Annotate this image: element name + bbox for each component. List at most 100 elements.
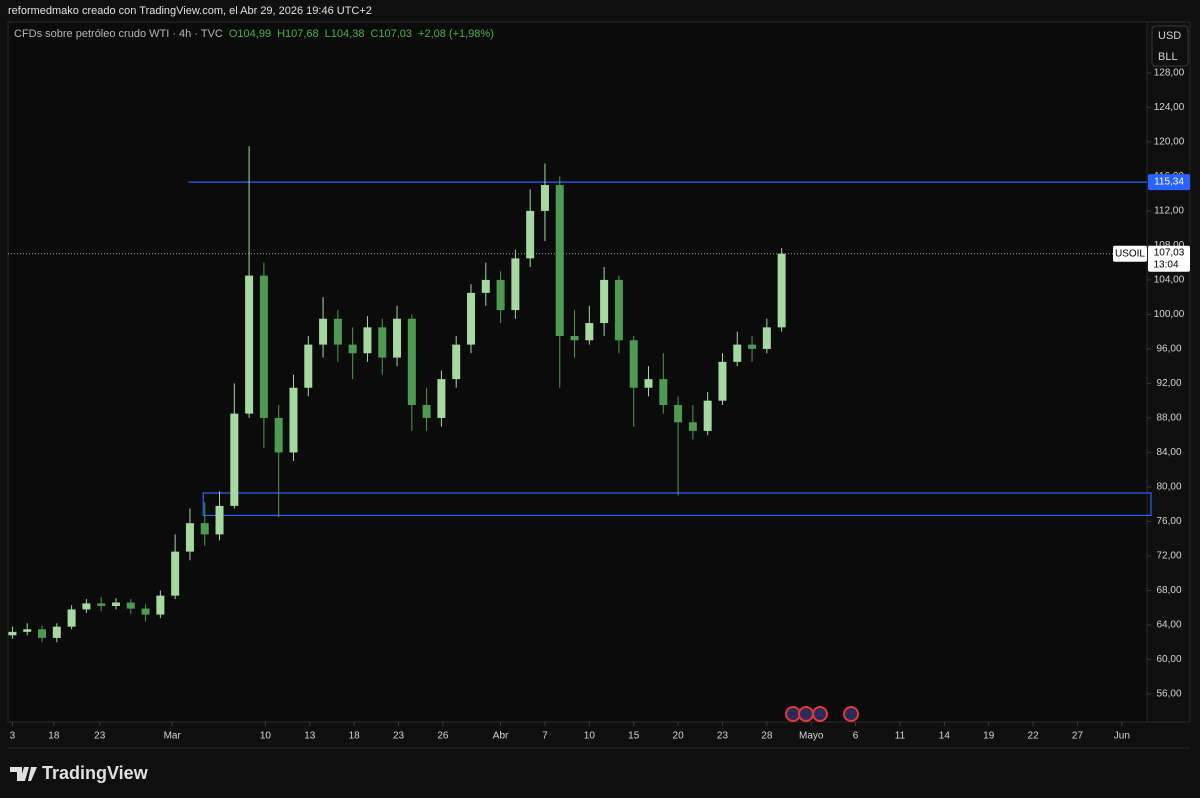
candle-body [481,279,490,293]
candle-body [555,185,564,336]
candle-body [67,609,76,627]
candle-body [452,344,461,380]
candle-body [703,400,712,431]
legend-value: L104,38 [325,28,365,40]
x-tick-label: 10 [584,731,596,742]
candle-body [23,629,32,632]
x-tick-label: 20 [673,731,685,742]
candle-body [126,602,135,609]
brand-icon [10,767,37,781]
x-tick-label: 13 [304,731,316,742]
candle-body [171,551,180,596]
candle-body [8,631,17,636]
event-flag[interactable] [812,706,828,722]
event-flag[interactable] [785,706,801,722]
y-tick-label: 56,00 [1156,689,1181,700]
candle-body [97,603,106,606]
candle-body [733,344,742,362]
candle-body [363,327,372,354]
candle-body [156,595,165,615]
resistance-tag [1148,174,1190,191]
x-tick-label: Jun [1114,731,1130,742]
x-tick-label: 7 [542,731,548,742]
legend-value: +2,08 (+1,98%) [418,28,494,40]
legend: CFDs sobre petróleo crudo WTI · 4h · TVC [14,28,223,40]
candle-body [718,361,727,401]
candle-body [393,318,402,358]
countdown-label: 13:04 [1153,259,1178,270]
y-tick-label: 92,00 [1156,378,1181,389]
event-flag[interactable] [798,706,814,722]
currency: USD [1158,30,1181,42]
x-tick-label: 6 [853,731,859,742]
price-scale [1146,21,1191,723]
x-tick-label: 23 [717,731,729,742]
y-tick-label: 128,00 [1154,68,1185,79]
currency-box[interactable] [1151,25,1189,67]
candle-body [348,344,357,354]
candle-body [407,318,416,405]
candle-body [185,523,194,552]
candle-body [688,422,697,431]
x-tick-label: 26 [437,731,449,742]
y-tick-label: 96,00 [1156,344,1181,355]
resistance-tag-label: 115,34 [1154,177,1184,188]
candle-body [52,626,61,638]
candle-body [629,340,638,388]
legend-value: O104,99 [229,28,271,40]
brand-name: TradingView [42,763,149,783]
event-flag[interactable] [843,706,859,722]
x-tick-label: 28 [761,731,773,742]
x-tick-label: 15 [628,731,640,742]
x-tick-label: Mayo [799,731,824,742]
y-tick-label: 120,00 [1154,137,1185,148]
unit: BLL [1158,51,1178,63]
candle-body [496,279,505,311]
header: reformedmako creado con TradingView.com,… [8,5,372,17]
candle-body [141,608,150,615]
candle-body [289,387,298,453]
candle-body [526,210,535,259]
x-tick-label: 14 [939,731,951,742]
symbol-tag-label: USOIL [1115,248,1145,259]
candle-body [570,335,579,341]
candle-body [245,275,254,414]
x-tick-label: 23 [393,731,405,742]
candle-body [437,379,446,418]
x-tick-label: 18 [48,731,60,742]
legend-symbol: CFDs sobre petróleo crudo WTI · 4h · TVC [14,28,223,40]
candle-body [111,602,120,606]
candle-body [38,629,47,638]
x-tick-label: 23 [94,731,106,742]
candle-body [644,379,653,388]
x-tick-label: 18 [349,731,361,742]
candle-body [777,253,786,328]
candle-body [585,323,594,341]
last-price-tag [1148,245,1190,272]
x-tick-label: 22 [1028,731,1040,742]
y-tick-label: 124,00 [1154,102,1185,113]
x-tick-label: 27 [1072,731,1084,742]
x-tick-label: 10 [260,731,272,742]
legend-value: C107,03 [370,28,412,40]
x-tick-label: 19 [983,731,995,742]
candle-body [230,413,239,506]
last-price-label: 107,03 [1154,247,1185,258]
candle-body [600,279,609,324]
y-tick-label: 88,00 [1156,413,1181,424]
candle-body [319,318,328,345]
x-tick-label: 3 [10,731,16,742]
y-tick-label: 108,00 [1154,240,1185,251]
x-tick-label: Abr [493,731,509,742]
x-tick-label: 11 [895,731,906,742]
support-zone [202,492,1152,517]
plot-area [7,21,1148,723]
candles [8,146,786,643]
candle-body [378,327,387,358]
x-tick-label: Mar [164,731,182,742]
candle-body [614,279,623,341]
y-tick-label: 68,00 [1156,585,1181,596]
candle-body [748,344,757,349]
candle-body [259,275,268,418]
y-tick-label: 112,00 [1154,206,1184,217]
